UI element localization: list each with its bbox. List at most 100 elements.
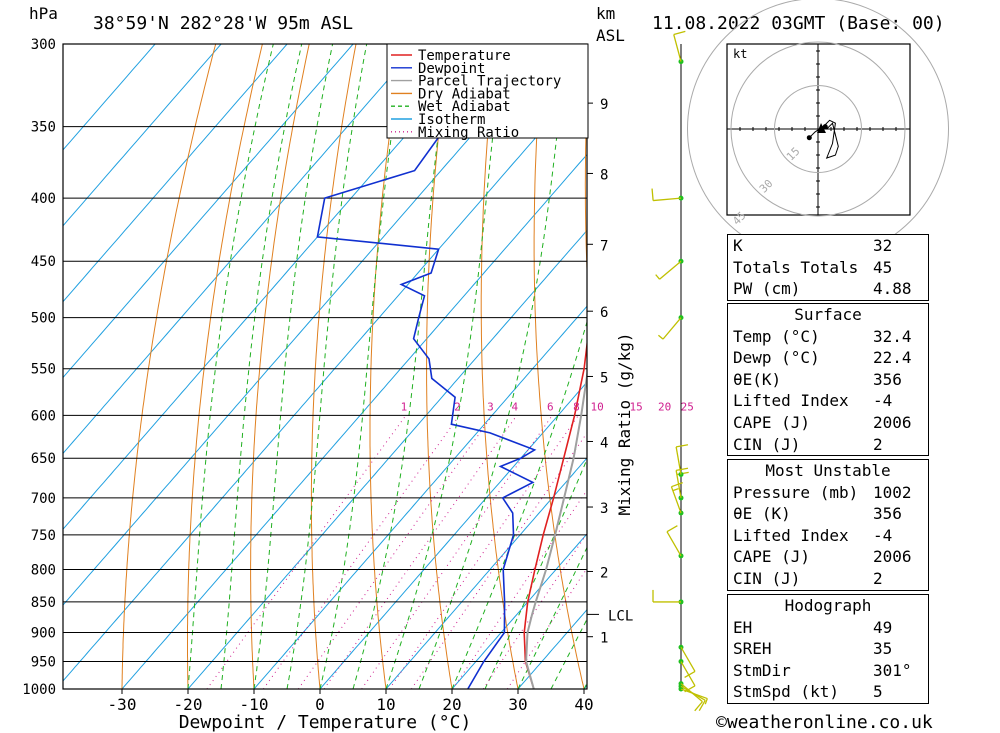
legend-label: Parcel Trajectory — [418, 74, 561, 90]
hodograph-point — [822, 124, 828, 130]
wind-barb-flag — [694, 701, 703, 712]
hodograph-row: EH 49 — [733, 617, 893, 637]
isotherm-line — [63, 44, 288, 303]
series-parcel-trajectory — [525, 369, 587, 689]
mixing-ratio-label: 4 — [511, 400, 518, 413]
surface-row: Lifted Index -4 — [733, 391, 893, 411]
wind-point — [678, 59, 684, 65]
asl-unit-label: ASL — [596, 26, 625, 45]
hpa-unit-label: hPa — [29, 4, 58, 23]
dry-adiabat-line — [310, 44, 357, 689]
mixing-ratio-label: 1 — [401, 400, 408, 413]
dry-adiabat-line — [584, 86, 587, 281]
mixing-ratio-label: 25 — [681, 400, 694, 413]
mixing-ratio-label: 6 — [547, 400, 554, 413]
legend-label: Dewpoint — [418, 61, 485, 77]
dry-adiabat-line — [121, 44, 217, 689]
most-unstable-row: CAPE (J) 2006 — [733, 547, 912, 567]
mixing-ratio-line — [206, 415, 407, 689]
height-tick-label: 3 — [600, 501, 608, 517]
surface-row: Temp (°C) 32.4 — [733, 326, 912, 346]
wind-barb — [662, 317, 682, 340]
dry-adiabat-line — [635, 35, 716, 689]
surface-title: Surface — [794, 305, 862, 324]
x-tick-label: 40 — [574, 695, 593, 714]
hodograph-unit: kt — [733, 47, 747, 61]
pressure-tick-label: 900 — [31, 626, 56, 642]
hodograph-table: Hodograph EH 49 SREH 35 StmDir 301° StmSpd … — [727, 594, 929, 704]
isotherm-line — [451, 533, 587, 689]
index-row-k: K 32 — [733, 236, 893, 255]
wind-profile — [651, 30, 708, 712]
x-tick-label: 20 — [442, 695, 461, 714]
wet-adiabat-line — [484, 457, 587, 689]
height-tick-label: 5 — [600, 370, 608, 386]
height-tick-label: 8 — [600, 167, 608, 183]
wet-adiabat-lines — [187, 44, 587, 689]
pressure-tick-label: 600 — [31, 408, 56, 424]
surface-table: Surface Temp (°C) 32.4 Dewp (°C) 22.4 θE(K… — [727, 303, 929, 457]
wet-adiabat-line — [517, 546, 587, 689]
pressure-tick-label: 350 — [31, 120, 56, 136]
wind-barb-flag — [704, 698, 708, 705]
isotherm-line — [63, 44, 486, 530]
wet-adiabat-line — [253, 44, 334, 689]
hodograph-row: StmDir 301° — [733, 660, 912, 680]
wind-barb-flag — [657, 334, 664, 340]
wind-barb — [680, 646, 696, 672]
sounding-series — [316, 44, 587, 689]
legend-label: Wet Adiabat — [418, 99, 511, 115]
pressure-lines — [63, 43, 587, 690]
wind-barb-flag — [684, 670, 696, 679]
surface-row: Dewp (°C) 22.4 — [733, 348, 912, 368]
lcl-label: LCL — [608, 608, 633, 624]
height-tick-label: 6 — [600, 305, 608, 321]
pressure-tick-label: 800 — [31, 562, 56, 578]
hodograph-ring — [730, 41, 906, 217]
x-tick-label: 0 — [315, 695, 325, 714]
surface-row: CAPE (J) 2006 — [733, 412, 912, 432]
x-axis-title: Dewpoint / Temperature (°C) — [179, 712, 472, 733]
wind-barb — [680, 683, 703, 703]
isotherm-line — [187, 229, 587, 689]
hodograph-point — [806, 135, 812, 141]
most-unstable-row: Lifted Index -4 — [733, 525, 893, 545]
wet-adiabat-line — [187, 44, 274, 689]
legend-label: Isotherm — [418, 112, 485, 128]
height-tick-label: 9 — [600, 97, 608, 113]
isotherm-line — [63, 44, 156, 151]
indices-table-top: K 32 Totals Totals 45 PW (cm) 4.88 — [727, 234, 929, 301]
x-tick-label: 30 — [508, 695, 527, 714]
isotherm-line — [63, 44, 222, 227]
km-unit-label: km — [596, 4, 615, 23]
hodograph-row: StmSpd (kt) 5 — [733, 682, 883, 702]
pressure-tick-label: 550 — [31, 362, 56, 378]
pressure-tick-label: 300 — [31, 37, 56, 53]
isotherm-line — [63, 44, 354, 379]
pressure-tick-label: 450 — [31, 254, 56, 270]
wind-barb-flag — [672, 487, 679, 492]
mixing-ratio-axis-title: Mixing Ratio (g/kg) — [615, 332, 634, 515]
height-tick-label: 2 — [600, 565, 608, 581]
pressure-tick-label: 400 — [31, 191, 56, 207]
mixing-ratio-line — [506, 567, 587, 689]
isotherm-line — [517, 608, 587, 689]
wind-barb — [659, 260, 682, 280]
wet-adiabat-line — [319, 44, 406, 689]
x-tick-label: 10 — [376, 695, 395, 714]
series-dewpoint — [316, 44, 537, 689]
wind-barb-flag — [655, 274, 661, 280]
wet-adiabat-line — [352, 44, 451, 689]
index-row-pw: PW (cm) 4.88 — [733, 279, 912, 299]
pressure-tick-label: 500 — [31, 311, 56, 327]
location-title: 38°59'N 282°28'W 95m ASL — [93, 13, 353, 34]
most-unstable-row: θE (K) 356 — [733, 504, 902, 524]
wet-adiabat-line — [286, 44, 368, 689]
mixing-ratio-labels: 1 2 3 4 6 8 10 15 20 25 — [401, 400, 694, 413]
wet-adiabat-line — [550, 618, 587, 689]
mixing-ratio-label: 20 — [658, 400, 671, 413]
most-unstable-row: CIN (J) 2 — [733, 568, 883, 588]
isotherm-line — [63, 44, 552, 606]
